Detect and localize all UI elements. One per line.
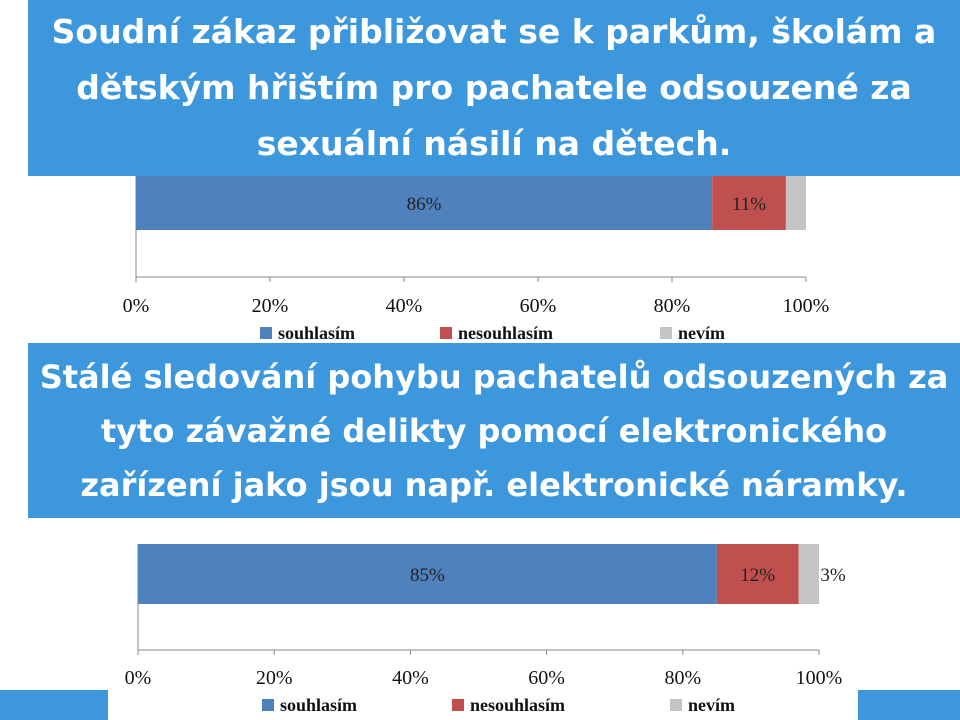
legend-swatch-nevím — [670, 699, 682, 711]
x-tick-label: 0% — [125, 667, 152, 689]
x-tick-label: 0% — [123, 295, 150, 317]
legend-swatch-nesouhlasím — [452, 699, 464, 711]
legend-swatch-souhlasím — [260, 327, 272, 339]
bar-nesouhlasím — [716, 544, 799, 604]
bar-souhlasím — [136, 176, 713, 230]
legend-label-nevím: nevím — [688, 695, 735, 715]
legend-swatch-nevím — [660, 327, 672, 339]
x-tick-label: 20% — [252, 295, 289, 317]
stacked-bar-chart-2: 85% 12% 3% 0% 20% 40% 60% 80% 100% souhlasím nesou… — [125, 544, 846, 715]
data-label-souhlasím: 86% — [407, 194, 442, 215]
bar-nevím — [798, 544, 819, 604]
legend-label-nevím: nevím — [678, 323, 725, 343]
legend-label-souhlasím: souhlasím — [280, 695, 357, 715]
x-tick-label: 60% — [528, 667, 565, 689]
x-tick-label: 60% — [520, 295, 557, 317]
legend-label-nesouhlasím: nesouhlasím — [470, 695, 565, 715]
data-label-souhlasím: 85% — [410, 565, 445, 586]
legend-label-nesouhlasím: nesouhlasím — [458, 323, 553, 343]
slide-title-1: Soudní zákaz přibližovat se k parkům, šk… — [51, 12, 937, 163]
slide-title-2: Stálé sledování pohybu pachatelů odsouze… — [39, 357, 949, 504]
x-tick-label: 100% — [783, 295, 830, 317]
slide-title-banner-1: Soudní zákaz přibližovat se k parkům, šk… — [28, 0, 960, 176]
data-label-nesouhlasím: 12% — [740, 565, 775, 586]
x-tick-label: 40% — [392, 667, 429, 689]
x-tick-label: 20% — [256, 667, 293, 689]
slide-title-banner-2: Stálé sledování pohybu pachatelů odsouze… — [28, 343, 960, 518]
x-tick-label: 100% — [796, 667, 843, 689]
stacked-bar-chart-1: 86% 11% 0% 20% 40% 60% 80% 100% souhlasím nesouhl… — [123, 176, 830, 343]
bar-souhlasím — [138, 544, 717, 604]
legend-swatch-souhlasím — [262, 699, 274, 711]
corner-decoration-right — [858, 690, 960, 720]
data-label-nesouhlasím: 11% — [732, 194, 766, 215]
legend-label-souhlasím: souhlasím — [278, 323, 355, 343]
x-tick-label: 80% — [654, 295, 691, 317]
corner-decoration-left — [0, 690, 108, 720]
data-label-nevím: 3% — [820, 565, 846, 586]
x-tick-label: 80% — [664, 667, 701, 689]
legend-swatch-nesouhlasím — [440, 327, 452, 339]
bar-nesouhlasím — [712, 176, 786, 230]
bar-nevím — [785, 176, 806, 230]
x-tick-label: 40% — [386, 295, 423, 317]
